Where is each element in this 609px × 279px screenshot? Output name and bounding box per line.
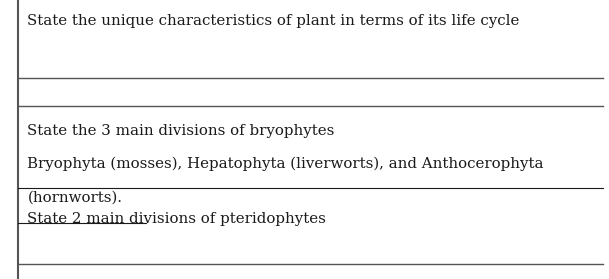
Text: State 2 main divisions of pteridophytes: State 2 main divisions of pteridophytes — [27, 212, 326, 226]
Text: Bryophyta (mosses), Hepatophyta (liverworts), and Anthocerophyta: Bryophyta (mosses), Hepatophyta (liverwo… — [27, 156, 544, 171]
Text: (hornworts).: (hornworts). — [27, 191, 122, 205]
Text: State the unique characteristics of plant in terms of its life cycle: State the unique characteristics of plan… — [27, 14, 519, 28]
Text: State the 3 main divisions of bryophytes: State the 3 main divisions of bryophytes — [27, 124, 335, 138]
